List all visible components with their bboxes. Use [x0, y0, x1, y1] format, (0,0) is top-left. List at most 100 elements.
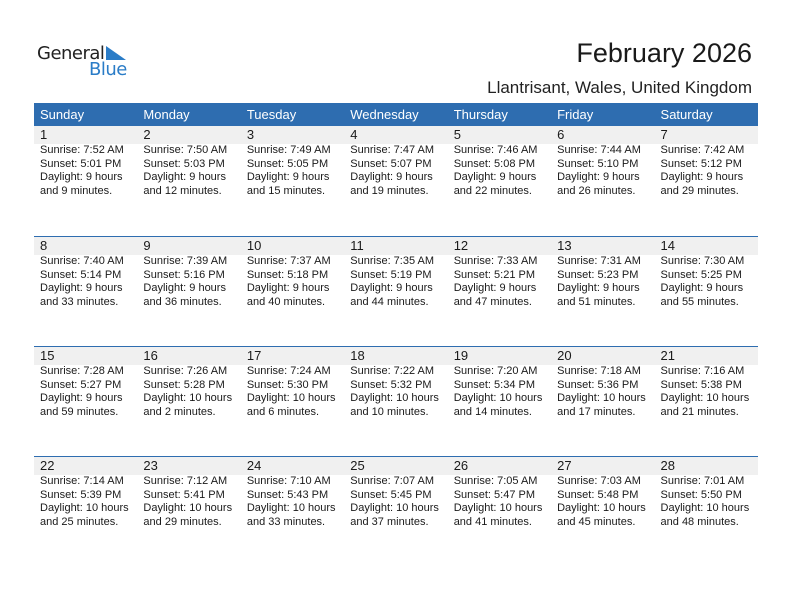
daylight-text: Daylight: 9 hours: [557, 282, 640, 294]
weekday-thursday: Thursday: [453, 107, 508, 122]
sunset-text: Sunset: 5:12 PM: [660, 157, 742, 170]
location-subtitle: Llantrisant, Wales, United Kingdom: [487, 78, 752, 97]
sunrise-text: Sunrise: 7:49 AM: [246, 144, 331, 156]
day-number: 14: [660, 238, 675, 253]
daylight-minutes-text: and 14 minutes.: [453, 405, 532, 418]
day-cell: 16 Sunrise: 7:26 AM Sunset: 5:28 PM Dayligh…: [137, 347, 240, 456]
day-number: 13: [557, 238, 572, 253]
week-row: 22 Sunrise: 7:14 AM Sunset: 5:39 PM Dayligh…: [34, 456, 758, 566]
daylight-minutes-text: and 37 minutes.: [350, 515, 429, 528]
daylight-minutes-text: and 40 minutes.: [246, 295, 326, 308]
daylight-minutes-text: and 51 minutes.: [557, 295, 636, 308]
daylight-minutes-text: and 33 minutes.: [40, 295, 119, 308]
daylight-text: Daylight: 10 hours: [453, 502, 543, 514]
day-number: 24: [246, 458, 262, 473]
sunrise-text: Sunrise: 7:01 AM: [660, 475, 745, 487]
day-cell: 22 Sunrise: 7:14 AM Sunset: 5:39 PM Dayligh…: [34, 457, 137, 566]
sunset-text: Sunset: 5:48 PM: [557, 488, 639, 501]
sunset-text: Sunset: 5:07 PM: [350, 157, 432, 170]
day-cell: 23 Sunrise: 7:12 AM Sunset: 5:41 PM Dayligh…: [137, 457, 240, 566]
day-cell: 5 Sunrise: 7:46 AM Sunset: 5:08 PM Daylight…: [448, 126, 551, 236]
sunrise-text: Sunrise: 7:12 AM: [143, 475, 228, 487]
daylight-minutes-text: and 55 minutes.: [660, 295, 739, 308]
daylight-text: Daylight: 10 hours: [557, 502, 646, 514]
sunrise-text: Sunrise: 7:05 AM: [453, 475, 538, 487]
sunset-text: Sunset: 5:32 PM: [350, 378, 432, 391]
daylight-text: Daylight: 9 hours: [40, 171, 123, 183]
day-number: 5: [453, 127, 461, 142]
sunset-text: Sunset: 5:47 PM: [453, 488, 536, 501]
sunrise-text: Sunrise: 7:33 AM: [453, 255, 538, 267]
day-cell: 20 Sunrise: 7:18 AM Sunset: 5:36 PM Dayligh…: [551, 347, 654, 456]
week-row: 8 Sunrise: 7:40 AM Sunset: 5:14 PM Daylight…: [34, 236, 758, 346]
weekday-saturday: Saturday: [660, 107, 713, 122]
daylight-minutes-text: and 15 minutes.: [246, 184, 326, 197]
daylight-text: Daylight: 9 hours: [660, 171, 744, 183]
day-cell: 7 Sunrise: 7:42 AM Sunset: 5:12 PM Daylight…: [655, 126, 758, 236]
day-cell: 21 Sunrise: 7:16 AM Sunset: 5:38 PM Dayligh…: [655, 347, 758, 456]
weekday-friday: Friday: [557, 107, 594, 122]
sunrise-text: Sunrise: 7:10 AM: [246, 475, 331, 487]
daylight-minutes-text: and 36 minutes.: [143, 295, 222, 308]
daylight-text: Daylight: 9 hours: [40, 282, 123, 294]
daylight-text: Daylight: 9 hours: [350, 171, 433, 183]
daylight-text: Daylight: 10 hours: [453, 392, 543, 404]
daylight-text: Daylight: 10 hours: [660, 392, 750, 404]
sunset-text: Sunset: 5:19 PM: [350, 268, 432, 281]
weekday-tuesday: Tuesday: [246, 107, 297, 122]
daylight-text: Daylight: 10 hours: [143, 502, 233, 514]
day-cell: 19 Sunrise: 7:20 AM Sunset: 5:34 PM Dayligh…: [448, 347, 551, 456]
sunset-text: Sunset: 5:43 PM: [246, 488, 329, 501]
sunrise-text: Sunrise: 7:20 AM: [453, 365, 538, 377]
sunrise-text: Sunrise: 7:44 AM: [557, 144, 641, 156]
daylight-minutes-text: and 59 minutes.: [40, 405, 119, 418]
daylight-text: Daylight: 10 hours: [350, 502, 439, 514]
daylight-text: Daylight: 9 hours: [660, 282, 744, 294]
day-cell: 26 Sunrise: 7:05 AM Sunset: 5:47 PM Dayligh…: [448, 457, 551, 566]
sunrise-text: Sunrise: 7:50 AM: [143, 144, 228, 156]
sunset-text: Sunset: 5:38 PM: [660, 378, 742, 391]
sunset-text: Sunset: 5:23 PM: [557, 268, 639, 281]
sunset-text: Sunset: 5:21 PM: [453, 268, 536, 281]
daylight-minutes-text: and 25 minutes.: [40, 515, 119, 528]
day-number: 4: [350, 127, 358, 142]
logo-word-blue: Blue: [89, 59, 127, 80]
sunrise-text: Sunrise: 7:28 AM: [40, 365, 124, 377]
daylight-text: Daylight: 9 hours: [143, 282, 226, 294]
sunrise-text: Sunrise: 7:35 AM: [350, 255, 435, 267]
sunset-text: Sunset: 5:27 PM: [40, 378, 122, 391]
daylight-minutes-text: and 45 minutes.: [557, 515, 636, 528]
sunrise-text: Sunrise: 7:31 AM: [557, 255, 641, 267]
week-row: 15 Sunrise: 7:28 AM Sunset: 5:27 PM Dayligh…: [34, 346, 758, 456]
daylight-text: Daylight: 10 hours: [660, 502, 750, 514]
sunset-text: Sunset: 5:36 PM: [557, 378, 639, 391]
daylight-minutes-text: and 48 minutes.: [660, 515, 739, 528]
sunset-text: Sunset: 5:16 PM: [143, 268, 225, 281]
sunrise-text: Sunrise: 7:26 AM: [143, 365, 228, 377]
sunset-text: Sunset: 5:45 PM: [350, 488, 432, 501]
daylight-minutes-text: and 6 minutes.: [246, 405, 319, 418]
day-cell: 27 Sunrise: 7:03 AM Sunset: 5:48 PM Dayligh…: [551, 457, 654, 566]
sunset-text: Sunset: 5:05 PM: [246, 157, 329, 170]
weekday-header: Sunday Monday Tuesday Wednesday Thursday Frid…: [34, 103, 758, 126]
day-number: 2: [143, 127, 151, 142]
daylight-minutes-text: and 26 minutes.: [557, 184, 636, 197]
sunset-text: Sunset: 5:39 PM: [40, 488, 122, 501]
sunrise-text: Sunrise: 7:18 AM: [557, 365, 641, 377]
daylight-text: Daylight: 10 hours: [350, 392, 439, 404]
weekday-wednesday: Wednesday: [350, 107, 419, 122]
sunset-text: Sunset: 5:01 PM: [40, 157, 122, 170]
daylight-text: Daylight: 9 hours: [350, 282, 433, 294]
daylight-minutes-text: and 21 minutes.: [660, 405, 739, 418]
sunset-text: Sunset: 5:30 PM: [246, 378, 329, 391]
daylight-minutes-text: and 22 minutes.: [453, 184, 532, 197]
daylight-text: Daylight: 9 hours: [557, 171, 640, 183]
day-cell: 3 Sunrise: 7:49 AM Sunset: 5:05 PM Daylight…: [241, 126, 344, 236]
day-number: 28: [660, 458, 675, 473]
daylight-text: Daylight: 9 hours: [143, 171, 226, 183]
daylight-text: Daylight: 10 hours: [246, 392, 336, 404]
day-cell: 2 Sunrise: 7:50 AM Sunset: 5:03 PM Daylight…: [137, 126, 240, 236]
day-cell: 12 Sunrise: 7:33 AM Sunset: 5:21 PM Dayligh…: [448, 237, 551, 346]
day-number: 12: [453, 238, 469, 253]
sunrise-text: Sunrise: 7:22 AM: [350, 365, 435, 377]
